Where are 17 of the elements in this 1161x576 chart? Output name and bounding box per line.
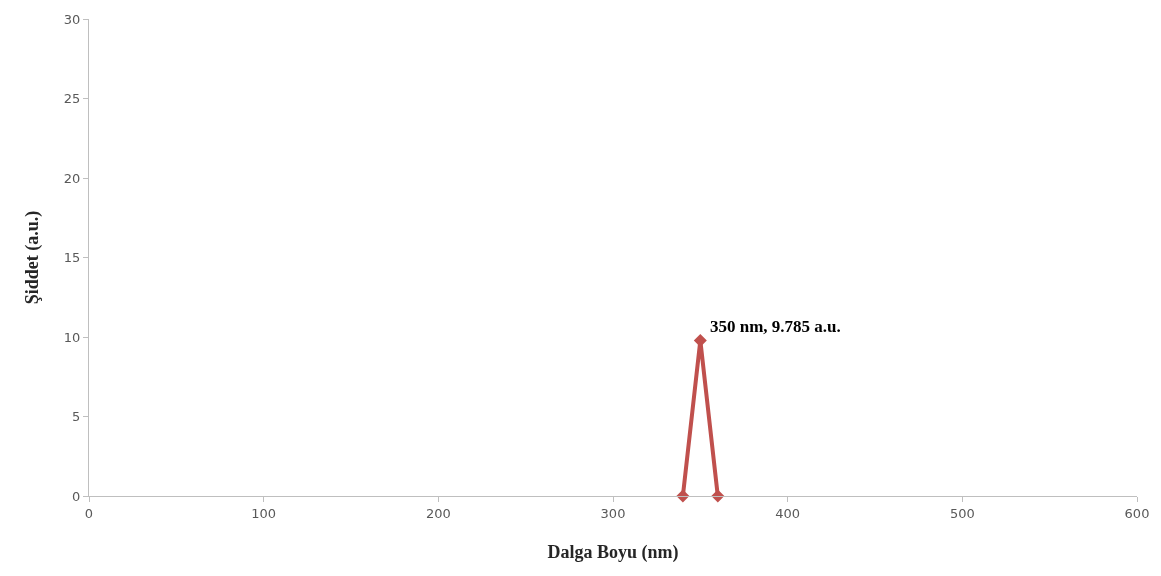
x-tick-label: 300 [600,505,626,521]
x-tick-label: 500 [949,505,975,521]
y-tick-label: 10 [63,329,81,345]
x-tick-label: 100 [251,505,277,521]
y-tick-label: 20 [63,170,81,186]
x-tick-label: 400 [775,505,801,521]
annotation: 350 nm, 9.785 a.u. [710,317,841,336]
x-tick-label: 0 [84,505,94,521]
y-tick-label: 30 [63,11,81,27]
y-tick-label: 25 [63,91,81,107]
y-tick-label: 15 [63,250,81,266]
y-tick-label: 5 [72,409,81,425]
y-tick-label: 0 [72,488,81,504]
y-axis-title: Şiddet (a.u.) [22,210,44,305]
x-axis-title: Dalga Boyu (nm) [547,541,679,563]
x-tick-label: 200 [425,505,451,521]
x-tick-label: 600 [1124,505,1150,521]
